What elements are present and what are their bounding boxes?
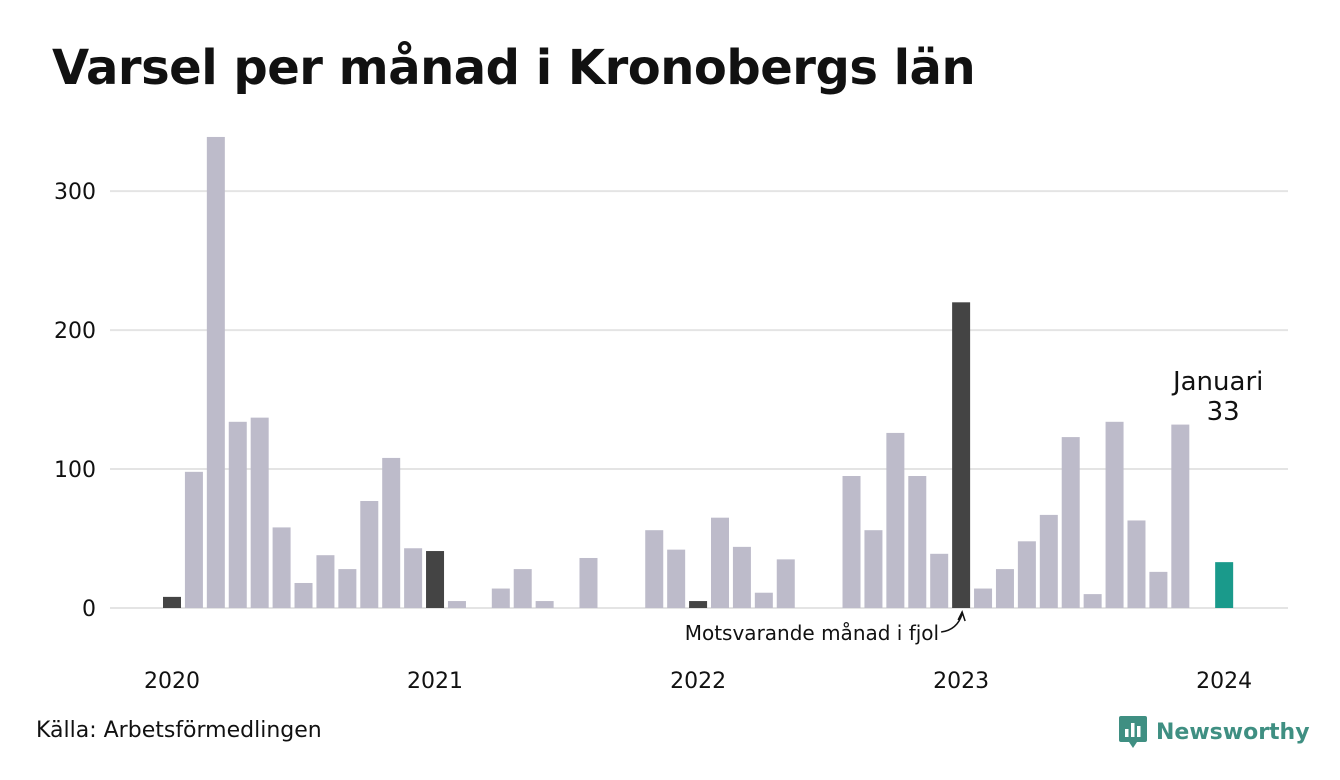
bar — [513, 569, 532, 608]
bar — [535, 601, 554, 608]
y-tick-label: 0 — [82, 597, 96, 622]
bar — [995, 569, 1014, 608]
bar — [338, 569, 357, 608]
bar — [667, 549, 686, 608]
bar — [1083, 594, 1102, 608]
bar — [1171, 424, 1190, 608]
bar — [732, 546, 751, 608]
brand-logo[interactable]: Newsworthy — [1118, 714, 1310, 750]
bar — [952, 302, 971, 608]
bar — [908, 475, 927, 608]
x-tick-label: 2022 — [670, 669, 726, 694]
y-tick-label: 200 — [54, 319, 96, 344]
bar — [272, 527, 291, 608]
bar — [206, 136, 225, 608]
bar — [1149, 571, 1168, 608]
source-note: Källa: Arbetsförmedlingen — [36, 718, 322, 743]
bar — [163, 596, 181, 608]
chart-title: Varsel per månad i Kronobergs län — [52, 40, 976, 96]
bar — [404, 548, 423, 608]
y-tick-label: 300 — [54, 180, 96, 205]
bar — [974, 588, 993, 608]
current-month-label: Januari — [1171, 367, 1263, 397]
bar — [711, 517, 729, 608]
bar — [382, 457, 401, 608]
brand-name: Newsworthy — [1156, 719, 1310, 745]
y-tick-label: 100 — [54, 458, 96, 483]
bar — [360, 501, 379, 608]
bar — [645, 530, 664, 608]
bar — [776, 559, 795, 608]
bar — [1105, 421, 1124, 608]
bar — [886, 432, 905, 608]
bar — [184, 471, 203, 608]
bar — [316, 555, 335, 608]
bar — [930, 553, 949, 608]
bar — [689, 601, 708, 608]
x-tick-label: 2024 — [1196, 669, 1252, 694]
bar — [1039, 514, 1058, 608]
bar — [1017, 541, 1036, 608]
bar — [754, 592, 773, 608]
annotation-arrow — [941, 613, 963, 633]
bar — [1215, 562, 1234, 608]
bar — [491, 588, 510, 608]
bar — [1127, 520, 1146, 608]
bar — [294, 582, 313, 608]
annotation-arrowhead — [957, 610, 966, 622]
x-tick-label: 2023 — [933, 669, 989, 694]
bar — [228, 421, 247, 608]
newsworthy-logo-icon — [1119, 716, 1147, 748]
current-month-value: 33 — [1207, 397, 1240, 427]
bar — [1061, 437, 1080, 608]
previous-year-label: Motsvarande månad i fjol — [685, 621, 939, 645]
bar — [250, 417, 269, 608]
bar — [447, 601, 466, 608]
x-tick-label: 2020 — [144, 669, 200, 694]
bar — [842, 475, 861, 608]
bar — [579, 557, 598, 608]
bar — [426, 551, 445, 608]
bar — [864, 530, 883, 608]
x-tick-label: 2021 — [407, 669, 463, 694]
